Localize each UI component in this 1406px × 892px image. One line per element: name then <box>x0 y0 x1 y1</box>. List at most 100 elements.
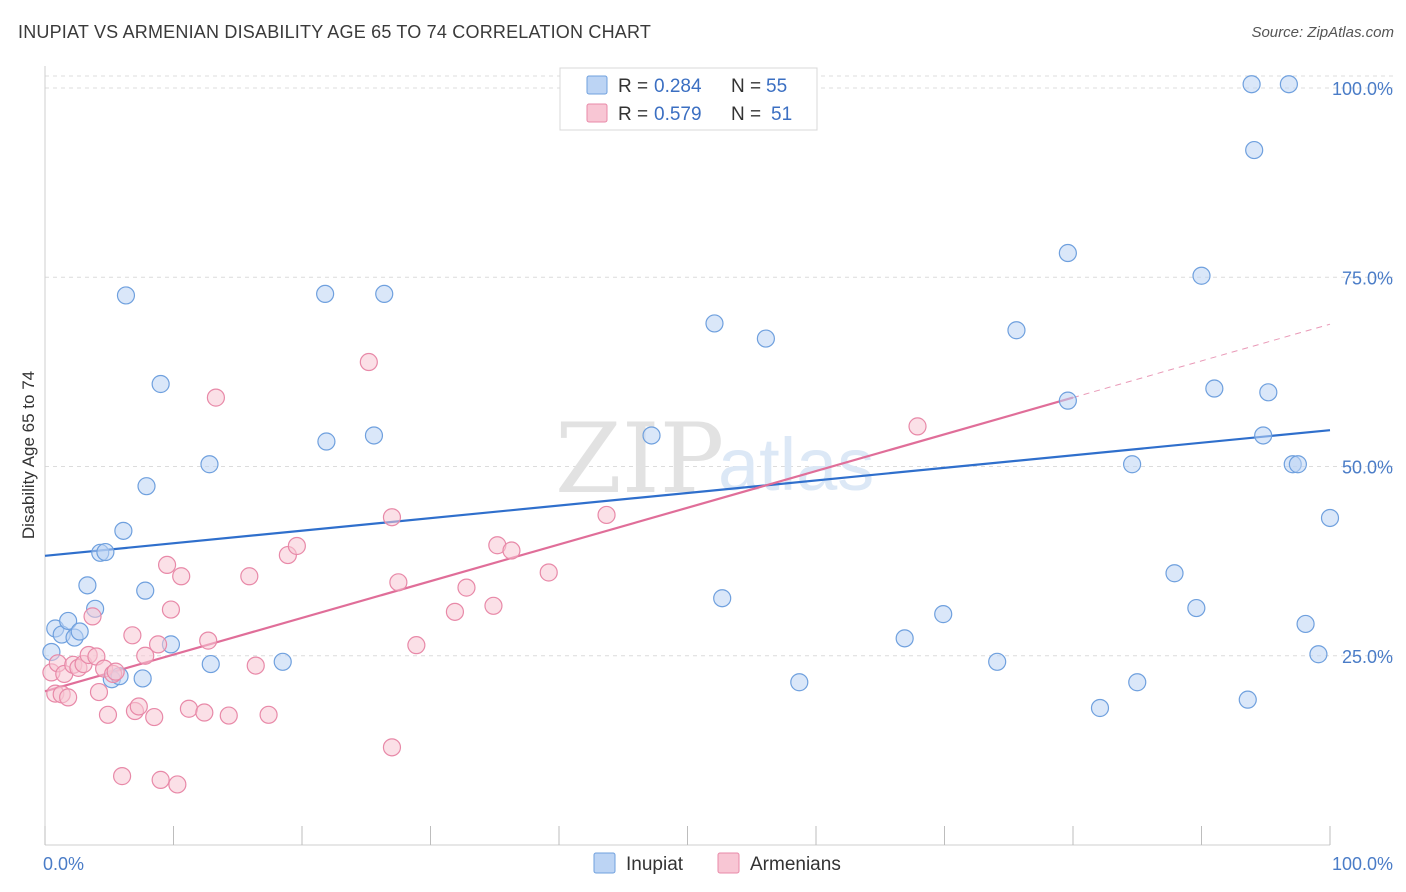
data-point-inupiat <box>96 542 115 562</box>
data-point-armenians <box>206 388 226 407</box>
legend-swatch-armenians <box>717 852 740 874</box>
data-point-inupiat <box>1242 75 1261 94</box>
data-point-inupiat <box>59 611 78 631</box>
data-point-inupiat <box>317 432 336 451</box>
data-point-armenians <box>179 699 199 718</box>
data-point-inupiat <box>1007 321 1026 340</box>
data-point-inupiat <box>934 605 953 624</box>
data-point-armenians <box>389 573 408 592</box>
data-point-armenians <box>151 770 170 789</box>
legend-swatch-inupiat <box>586 75 608 95</box>
data-point-armenians <box>106 662 125 681</box>
data-point-inupiat <box>1245 140 1264 160</box>
data-point-inupiat <box>70 622 89 641</box>
data-point-inupiat <box>988 652 1007 671</box>
x-tick-label: 100.0% <box>1332 854 1393 874</box>
data-point-inupiat <box>1090 698 1110 718</box>
data-point-armenians <box>407 636 426 655</box>
axes <box>44 66 1331 846</box>
data-point-inupiat <box>713 589 732 608</box>
data-point-inupiat <box>1288 455 1307 474</box>
data-point-inupiat <box>316 284 335 304</box>
y-tick-label: 100.0% <box>1332 79 1393 99</box>
data-point-inupiat <box>1165 564 1184 583</box>
data-point-armenians <box>219 706 238 725</box>
data-point-inupiat <box>1205 379 1224 398</box>
y-tick-label: 50.0% <box>1342 458 1393 478</box>
data-point-inupiat <box>78 576 97 595</box>
data-point-armenians <box>98 705 118 724</box>
legend-r-value: 0.579 <box>654 104 702 125</box>
data-point-armenians <box>59 688 78 707</box>
chart-title: INUPIAT VS ARMENIAN DISABILITY AGE 65 TO… <box>18 22 652 42</box>
source-label: Source: ZipAtlas.com <box>1251 24 1394 41</box>
data-point-inupiat <box>756 329 775 348</box>
data-point-inupiat <box>895 629 914 648</box>
legend-label-armenians: Armenians <box>750 854 841 875</box>
x-tick-label: 0.0% <box>43 854 84 874</box>
data-point-armenians <box>145 707 164 727</box>
data-point-inupiat <box>201 654 220 674</box>
data-point-inupiat <box>1192 266 1211 285</box>
data-point-armenians <box>908 417 927 436</box>
legend-n-label: N = <box>731 76 761 97</box>
trendline-inupiat <box>44 429 1331 557</box>
data-point-armenians <box>502 541 521 560</box>
legend-bottom: Inupiat Armenians <box>593 852 841 875</box>
data-point-armenians <box>359 352 378 372</box>
data-point-inupiat <box>1259 383 1278 402</box>
legend-row-inupiat: R = 0.284 N = 55 <box>586 75 787 97</box>
data-point-inupiat <box>790 673 809 692</box>
legend-n-value: 55 <box>766 76 787 97</box>
legend-label-inupiat: Inupiat <box>626 854 684 875</box>
data-point-inupiat <box>114 521 133 540</box>
data-point-armenians <box>457 578 476 597</box>
data-point-inupiat <box>1128 673 1147 692</box>
data-point-armenians <box>161 600 181 619</box>
data-point-armenians <box>129 697 148 716</box>
trend-lines <box>44 323 1331 693</box>
data-point-armenians <box>246 656 265 675</box>
data-point-inupiat <box>151 374 170 394</box>
legend-swatch-armenians <box>586 103 608 123</box>
data-point-armenians <box>112 767 132 786</box>
data-point-inupiat <box>200 455 219 474</box>
data-point-inupiat <box>133 669 152 688</box>
data-point-inupiat <box>136 581 155 600</box>
trendline-armenians-extension <box>1072 323 1331 399</box>
data-point-inupiat <box>1123 455 1142 474</box>
y-tick-label: 75.0% <box>1342 268 1393 288</box>
data-point-inupiat <box>1279 75 1298 94</box>
data-point-inupiat <box>1320 508 1340 528</box>
data-point-inupiat <box>642 426 661 445</box>
data-point-inupiat <box>705 314 724 333</box>
data-point-armenians <box>157 555 177 575</box>
data-point-inupiat <box>1238 690 1257 709</box>
legend-swatch-inupiat <box>593 852 616 874</box>
data-point-armenians <box>259 705 278 724</box>
data-point-armenians <box>148 635 168 654</box>
watermark: ZIP atlas <box>555 403 874 515</box>
data-point-armenians <box>83 607 102 626</box>
data-point-inupiat <box>1058 243 1077 263</box>
data-point-inupiat <box>273 652 292 671</box>
y-tick-label: 25.0% <box>1342 647 1393 667</box>
data-point-armenians <box>539 563 558 582</box>
data-point-armenians <box>445 602 465 621</box>
legend-r-label: R = <box>618 104 648 125</box>
legend-r-value: 0.284 <box>654 76 702 97</box>
data-point-armenians <box>199 631 218 650</box>
data-point-inupiat <box>1058 391 1077 410</box>
data-point-inupiat <box>116 286 136 305</box>
data-point-armenians <box>195 703 214 722</box>
data-point-armenians <box>136 646 155 665</box>
data-point-armenians <box>168 775 187 794</box>
data-point-armenians <box>240 567 259 586</box>
data-point-inupiat <box>1187 598 1206 618</box>
data-point-armenians <box>597 505 616 525</box>
data-point-armenians <box>172 567 191 586</box>
data-point-armenians <box>89 682 109 702</box>
legend-top: R = 0.284 N = 55 R = 0.579 N = 51 <box>559 67 818 131</box>
data-point-armenians <box>123 626 142 645</box>
